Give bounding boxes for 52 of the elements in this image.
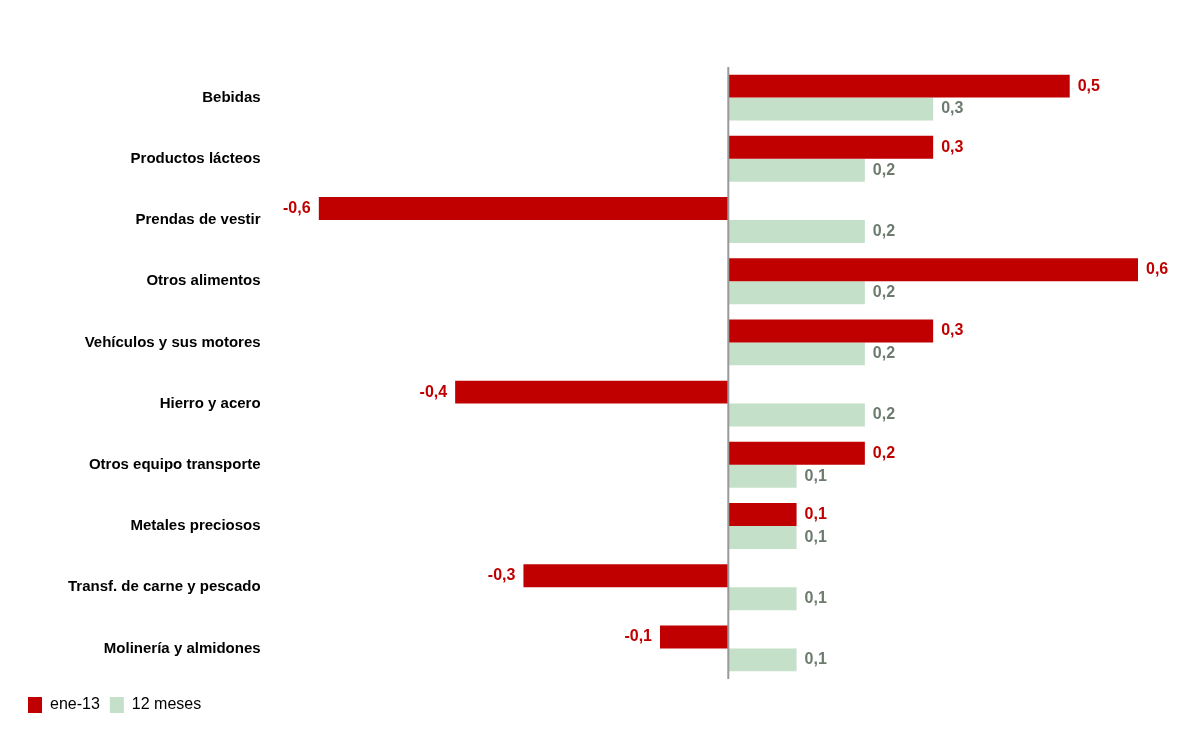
data-label: 0,5 xyxy=(1077,76,1101,94)
legend-label: 12 meses xyxy=(131,695,202,713)
data-label: 0,1 xyxy=(804,650,827,668)
bar xyxy=(728,403,865,427)
data-label: 0,1 xyxy=(804,589,827,607)
data-label: 0,1 xyxy=(804,504,827,522)
data-label: 0,3 xyxy=(941,321,964,339)
data-label: 0,3 xyxy=(941,137,964,155)
data-label: 0,6 xyxy=(1146,260,1169,278)
y-tick-label: Molinería y almidones xyxy=(103,638,261,656)
data-label: 0,1 xyxy=(804,527,827,545)
bar xyxy=(728,526,797,549)
bar xyxy=(523,564,729,588)
data-label: -0,6 xyxy=(283,198,311,216)
y-tick-label: Hierro y acero xyxy=(159,393,261,411)
bar xyxy=(728,648,797,672)
bar xyxy=(728,158,865,182)
data-label: 0,2 xyxy=(872,405,896,423)
bar xyxy=(728,135,934,159)
bar xyxy=(728,503,797,526)
bar xyxy=(660,625,729,649)
bar xyxy=(728,441,865,465)
data-label: 0,2 xyxy=(872,160,896,178)
bar xyxy=(728,342,865,366)
y-tick-label: Productos lácteos xyxy=(130,148,261,166)
bar xyxy=(728,258,1138,282)
bar xyxy=(455,380,729,404)
y-tick-label: Bebidas xyxy=(202,87,261,105)
bar xyxy=(728,74,1070,98)
data-label: 0,2 xyxy=(872,443,896,461)
legend-label: ene-13 xyxy=(50,695,100,713)
bar xyxy=(318,197,729,220)
data-label: 0,3 xyxy=(941,99,964,117)
bar xyxy=(728,319,934,343)
data-label: 0,2 xyxy=(872,344,896,362)
y-tick-label: Otros equipo transporte xyxy=(88,454,261,472)
y-tick-label: Metales preciosos xyxy=(130,516,261,534)
y-tick-label: Otros alimentos xyxy=(146,271,261,289)
data-label: -0,3 xyxy=(487,566,516,584)
data-label: 0,2 xyxy=(872,221,896,239)
bar xyxy=(728,281,865,305)
bar xyxy=(728,587,797,611)
data-label: 0,2 xyxy=(872,283,896,301)
data-label: -0,4 xyxy=(419,382,448,400)
bar xyxy=(728,220,865,243)
y-tick-label: Prendas de vestir xyxy=(135,210,261,228)
y-tick-label: Transf. de carne y pescado xyxy=(67,577,261,595)
data-label: -0,1 xyxy=(624,627,653,645)
bar xyxy=(728,464,797,488)
data-label: 0,1 xyxy=(804,466,827,484)
bar xyxy=(728,97,934,121)
y-tick-label: Vehículos y sus motores xyxy=(84,332,261,350)
